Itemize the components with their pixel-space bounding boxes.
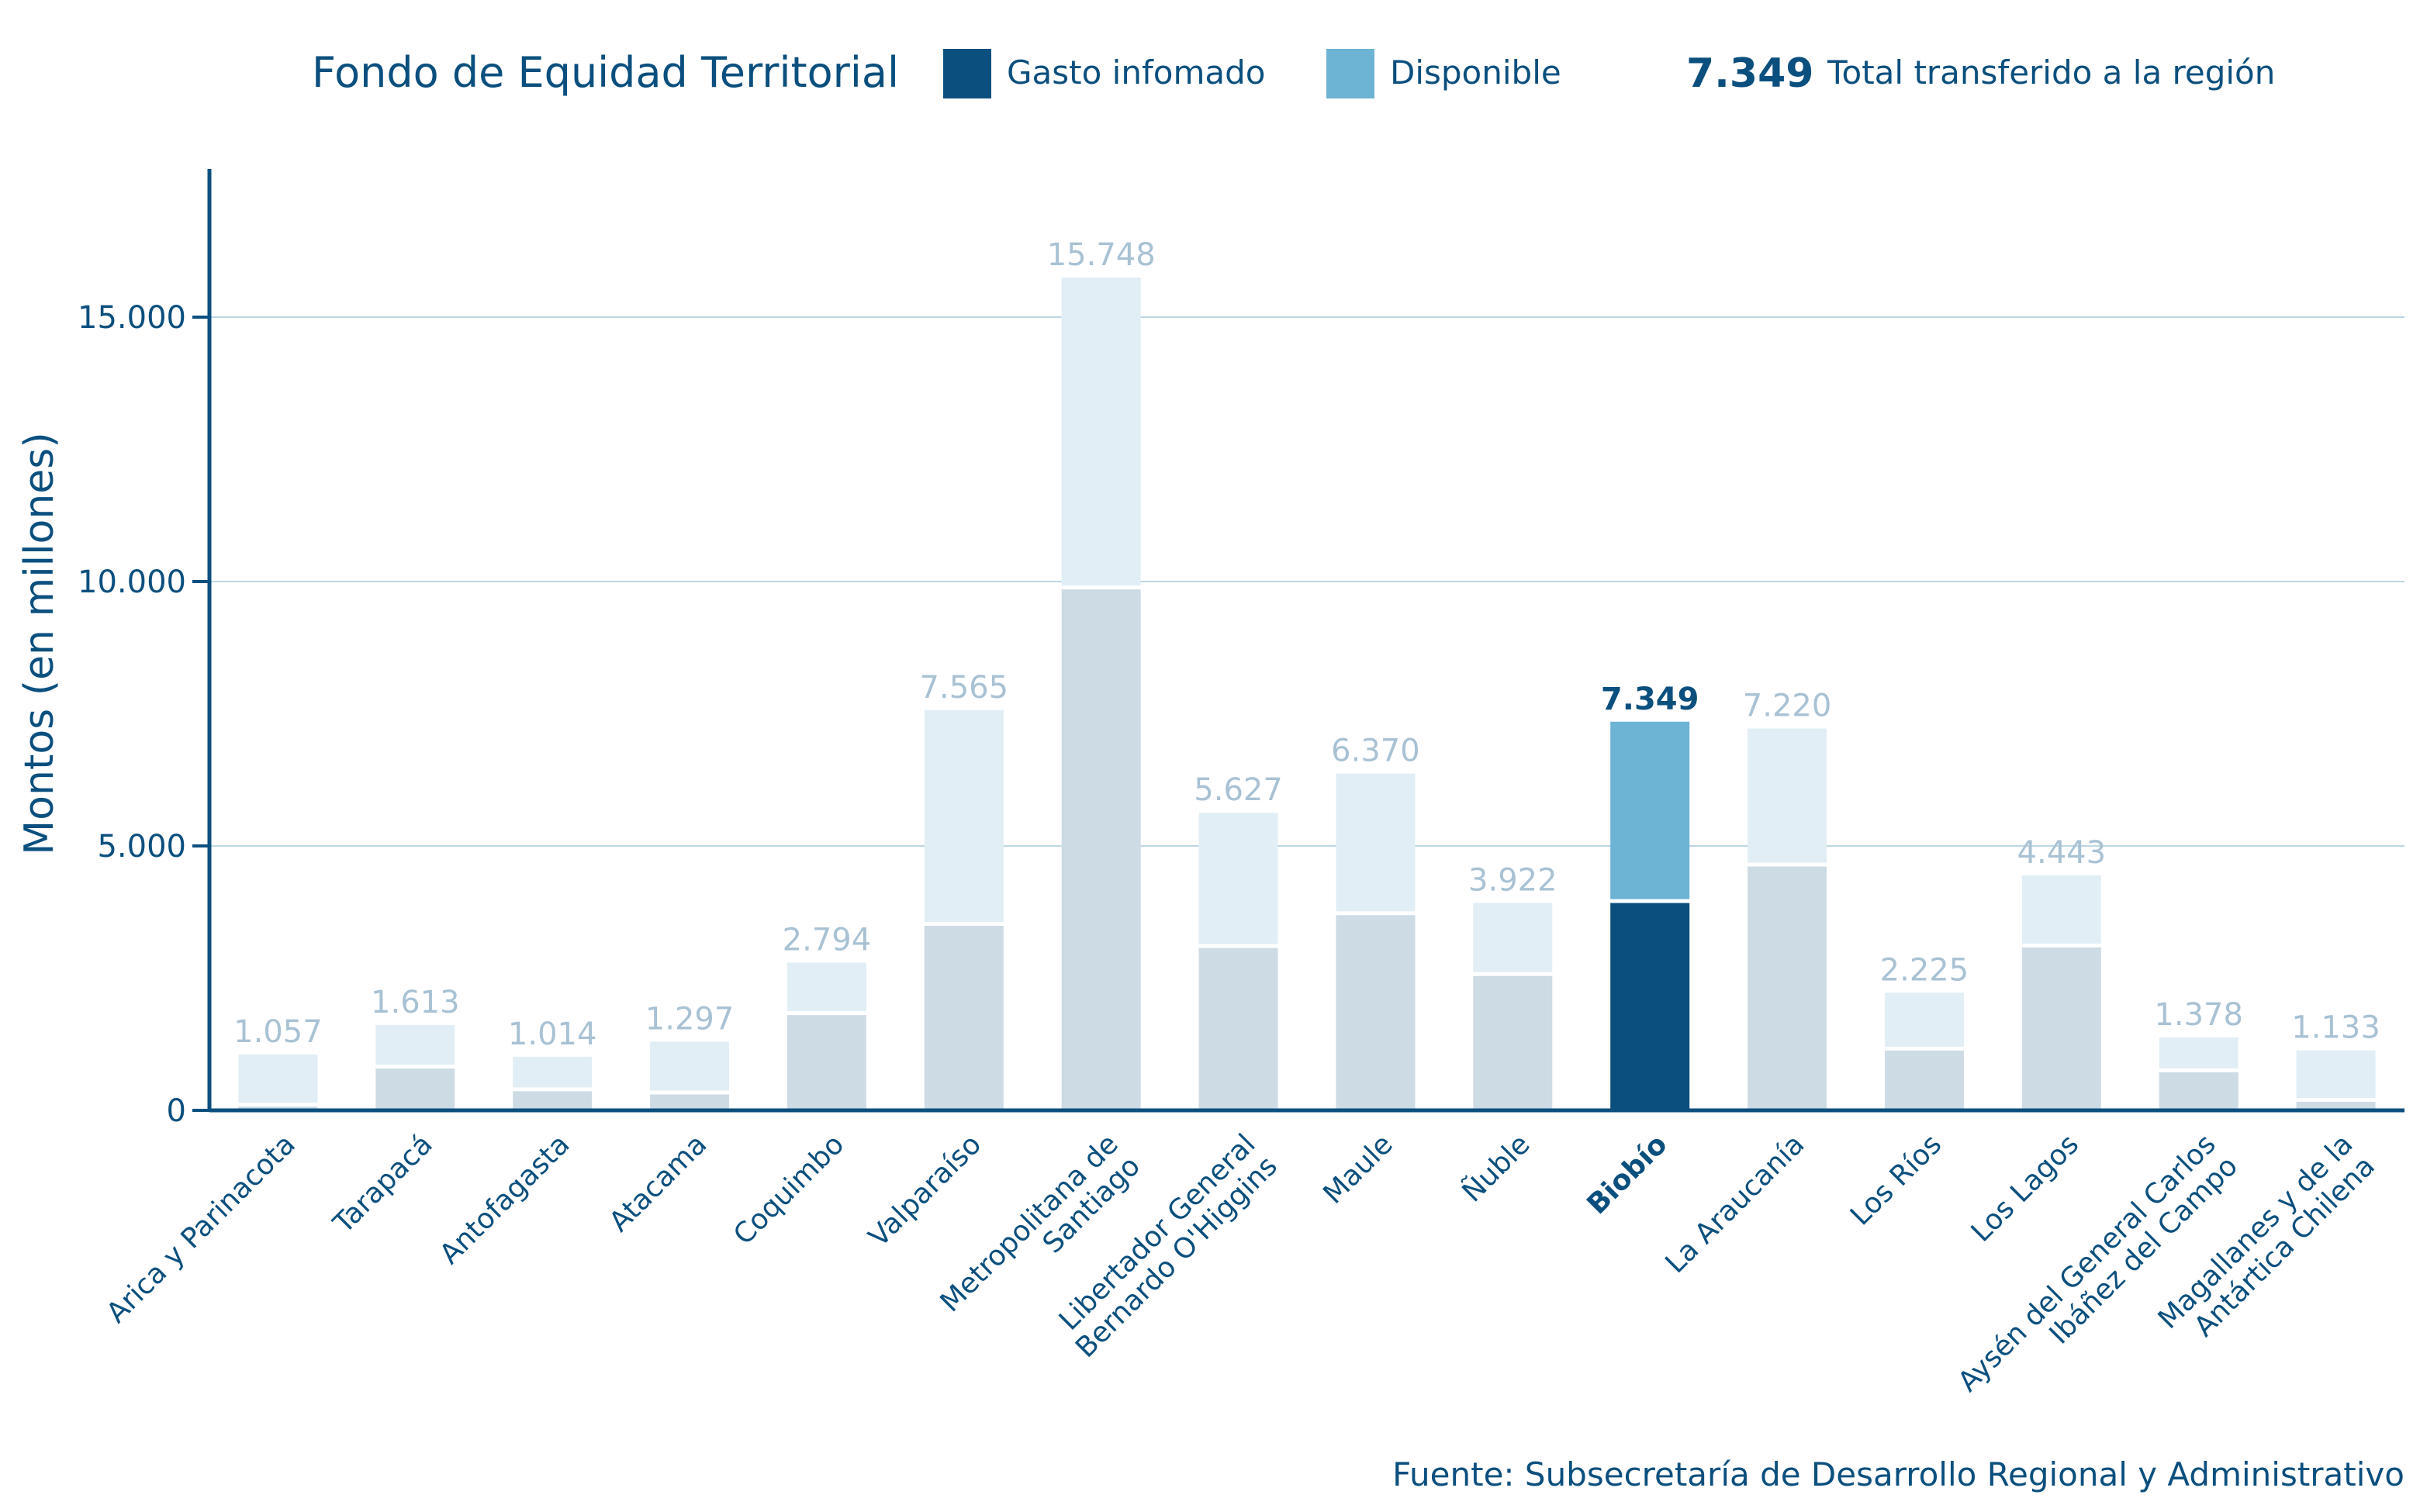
x-tick-label-line: La Araucanía [1660,1128,1811,1279]
x-tick-label: Antofagasta [434,1128,576,1270]
bar-total-label: 1.057 [233,1014,323,1050]
y-tick-label: 10.000 [78,564,186,600]
bar-total-label: 2.794 [783,922,872,958]
bar-total-label: 7.220 [1743,689,1832,724]
x-tick-label-line: Ñuble [1456,1128,1537,1209]
bar-total-label: 7.349 [1601,682,1699,717]
bar-disponible [238,1054,318,1103]
x-tick-label: Los Ríos [1844,1128,1948,1231]
x-tick-label: La Araucanía [1660,1128,1811,1279]
bar-gasto [1473,975,1553,1110]
bar-gasto [1748,866,1827,1110]
bar-total-label: 1.378 [2154,997,2243,1033]
bar-total-label: 1.014 [508,1017,597,1052]
x-tick-label: Arica y Parinacota [101,1128,302,1329]
bar-gasto [375,1068,455,1110]
bar-disponible [1473,903,1553,972]
bar-total-label: 6.370 [1331,734,1420,769]
chart-title: Fondo de Equidad Territorial [312,48,899,97]
x-tick-label: Tarapacá [327,1128,439,1240]
bar-disponible [2159,1037,2238,1068]
bar-gasto [2159,1072,2238,1110]
bar-total-label: 3.922 [1468,863,1557,899]
x-tick-label-line: Arica y Parinacota [101,1128,302,1329]
bar-disponible [513,1056,593,1088]
x-tick-label: Valparaíso [863,1128,987,1253]
bars [238,277,2376,1110]
x-tick-label: Ñuble [1456,1128,1537,1209]
legend-swatch-disponible [1326,49,1374,98]
x-tick-label-line: Maule [1317,1128,1398,1210]
x-tick-label: Maule [1317,1128,1398,1210]
bar-disponible [375,1024,455,1065]
x-tick-label: Los Lagos [1965,1128,2085,1248]
legend-label-gasto: Gasto infomado [1007,54,1265,91]
bar-disponible [1748,728,1827,863]
bar-disponible [1610,721,1690,899]
x-tick-label: Coquimbo [728,1128,850,1251]
bar-disponible [1884,992,1964,1047]
highlight-total-description: Total transferido a la región [1827,54,2275,91]
bar-gasto [1884,1050,1964,1110]
bar-gasto [650,1094,730,1110]
x-tick-label-line: Valparaíso [863,1128,987,1253]
source-note: Fuente: Subsecretaría de Desarrollo Regi… [1392,1455,2404,1493]
bar-gasto [1061,589,1141,1110]
bar-total-label: 1.613 [371,985,460,1020]
legend-label-disponible: Disponible [1390,54,1561,91]
bar-gasto [513,1091,593,1110]
bar-total-label: 7.565 [920,670,1009,706]
bar-gasto [1610,903,1690,1110]
bar-disponible [1198,813,1278,944]
x-tick-label-line: Atacama [603,1128,714,1238]
x-tick-label-line: Biobío [1582,1128,1674,1220]
bar-disponible [2021,875,2101,944]
x-tick-label-line: Antofagasta [434,1128,576,1270]
bar-disponible [650,1041,730,1091]
bar-disponible [1061,277,1141,586]
x-tick-label-line: Tarapacá [327,1128,439,1240]
bar-disponible [1336,773,1416,912]
x-tick-label: Biobío [1582,1128,1674,1220]
bar-total-label: 2.225 [1880,952,1969,988]
bar-gasto [2296,1102,2376,1110]
x-tick-label-line: Aysén del General Carlos [1952,1128,2222,1398]
bar-disponible [786,962,866,1012]
x-tick-label-line: Coquimbo [728,1128,850,1251]
gridlines [209,316,2404,847]
bar-total-label: 1.133 [2291,1010,2380,1046]
bar-total-label: 5.627 [1194,772,1283,808]
y-tick-label: 0 [167,1093,186,1129]
bar-gasto [2021,947,2101,1110]
y-tick-label: 5.000 [97,829,186,865]
chart-header: Fondo de Equidad Territorial Gasto infom… [312,48,2275,98]
legend-swatch-gasto [943,49,991,98]
bar-total-label: 1.297 [645,1002,735,1037]
value-labels: 1.057 1.613 1.014 1.297 2.794 7.565 15.748 5.62… [233,237,2380,1052]
bar-gasto [924,925,1004,1110]
x-tick-label-line: Los Lagos [1965,1128,2085,1248]
bar-gasto [786,1015,866,1110]
bar-total-label: 15.748 [1047,237,1156,273]
x-tick-label-line: Los Ríos [1844,1128,1948,1231]
bar-disponible [2296,1050,2376,1099]
bar-disponible [924,710,1004,922]
bar-total-label: 4.443 [2017,835,2107,871]
bar-gasto [1198,948,1278,1110]
x-tick-label: Atacama [603,1128,714,1238]
bar-gasto [1336,915,1416,1110]
highlight-total-value: 7.349 [1686,50,1813,97]
y-axis-title: Montos (en millones) [16,432,63,854]
y-tick-label: 15.000 [78,300,186,336]
y-axis: 0 5.000 10.000 15.000 [78,169,2404,1129]
